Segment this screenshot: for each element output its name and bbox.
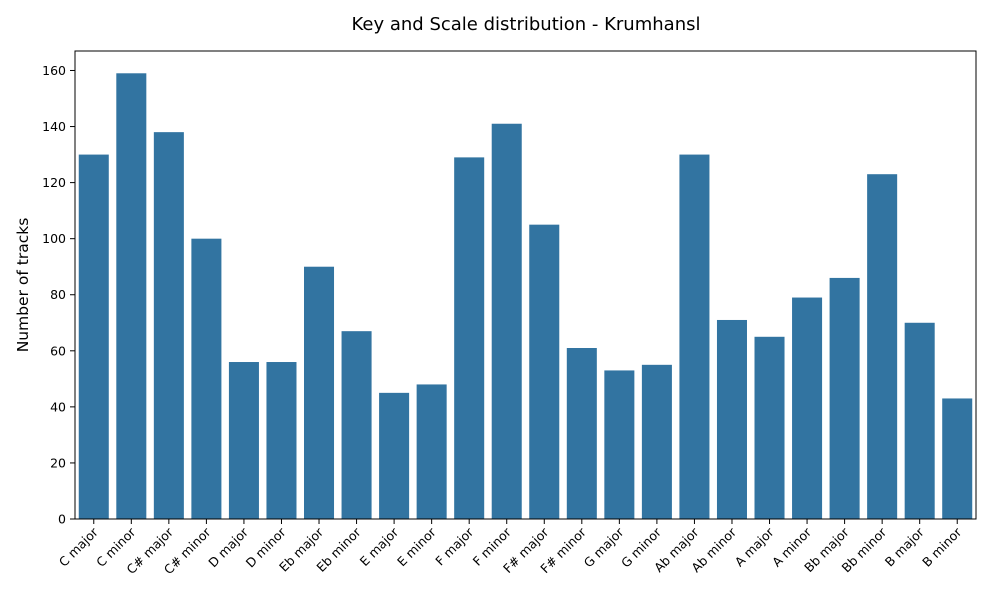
y-axis-label: Number of tracks: [14, 218, 32, 353]
y-tick-label: 0: [58, 512, 66, 527]
bar-b-major: [904, 322, 935, 519]
x-tick-label: F major: [432, 524, 477, 569]
bar-c-minor: [116, 73, 147, 519]
bar-eb-major: [304, 266, 335, 519]
bar-f-minor: [491, 123, 522, 520]
bar-d-major: [228, 362, 259, 519]
bar-e-minor: [416, 384, 447, 519]
x-tick-label: E minor: [394, 524, 439, 569]
x-tick-label: D major: [205, 524, 251, 570]
bar-a-major: [754, 336, 785, 519]
bar-b-minor: [942, 398, 973, 519]
chart-title: Key and Scale distribution - Krumhansl: [352, 14, 701, 35]
bar-g-minor: [641, 364, 672, 519]
y-tick-label: 20: [50, 455, 66, 470]
bars-group: [78, 73, 973, 520]
y-axis-ticks: 0 20 40 60 80 100 120 140 160: [42, 63, 75, 527]
bar-c-sharp-minor: [191, 238, 222, 519]
bar-g-major: [604, 370, 635, 519]
bar-f-sharp-minor: [566, 348, 597, 519]
y-tick-label: 40: [50, 399, 66, 414]
x-tick-label: C major: [56, 524, 102, 570]
bar-c-major: [78, 154, 109, 519]
bar-bb-major: [829, 277, 860, 519]
bar-bb-minor: [867, 174, 898, 519]
bar-ab-major: [679, 154, 710, 519]
x-tick-label: A major: [732, 524, 778, 570]
bar-eb-minor: [341, 331, 372, 519]
bar-d-minor: [266, 362, 297, 519]
y-tick-label: 80: [50, 287, 66, 302]
bar-f-major: [454, 157, 485, 519]
y-tick-label: 160: [42, 63, 66, 78]
bar-c-sharp-major: [153, 132, 184, 519]
x-tick-label: B major: [882, 524, 928, 570]
y-tick-label: 100: [42, 231, 66, 246]
plot-frame: [74, 50, 977, 520]
bar-f-sharp-major: [529, 224, 560, 519]
x-tick-label: E major: [357, 524, 402, 569]
y-tick-label: 60: [50, 343, 66, 358]
y-tick-label: 120: [42, 175, 66, 190]
bar-e-major: [379, 392, 410, 519]
x-tick-label: B minor: [919, 524, 965, 570]
bar-ab-minor: [716, 319, 747, 519]
y-tick-label: 140: [42, 119, 66, 134]
bar-a-minor: [792, 297, 823, 519]
